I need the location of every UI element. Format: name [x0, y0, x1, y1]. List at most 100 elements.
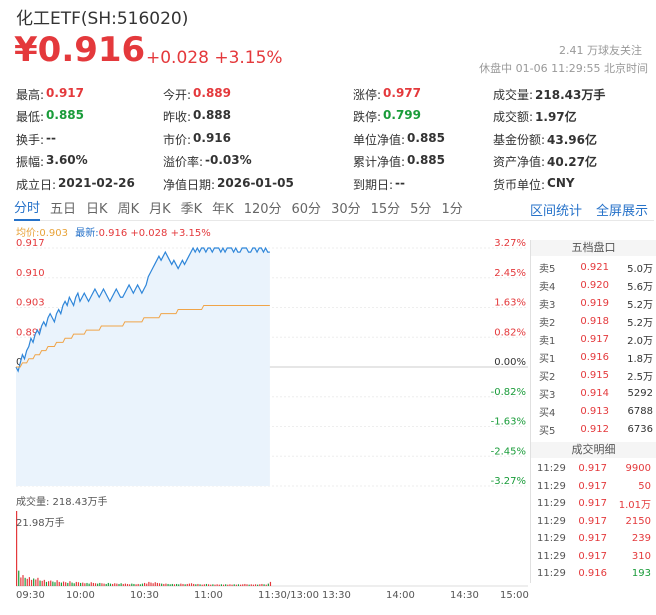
stat-value: 0.889	[193, 85, 232, 100]
trade-volume: 310	[631, 550, 651, 562]
tab-12[interactable]: 1分	[441, 201, 463, 217]
volume-bar	[75, 581, 77, 586]
volume-bar	[137, 583, 139, 586]
orderbook-row: 买1 0.916 1.8万	[531, 348, 656, 366]
pct-tick-label: 3.27%	[494, 238, 526, 249]
orderbook-price: 0.921	[580, 261, 609, 273]
stat-value: 0.799	[383, 108, 422, 123]
volume-bar	[214, 584, 216, 586]
orderbook-price: 0.913	[580, 405, 609, 417]
stats-row: 最高: 0.917 今开: 0.889 涨停: 0.977 成交量: 218.43万手	[16, 83, 656, 106]
orderbook-volume: 6788	[627, 405, 653, 417]
volume-bar	[54, 582, 56, 586]
volume-bar	[58, 581, 60, 586]
stat-label: 到期日:	[353, 177, 394, 192]
orderbook-title: 五档盘口	[531, 240, 656, 256]
orderbook-row: 买4 0.913 6788	[531, 402, 656, 420]
trade-volume: 193	[631, 568, 651, 580]
stat-label: 净值日期:	[163, 177, 216, 192]
stat-cell: 最高: 0.917	[16, 86, 163, 103]
volume-bar	[163, 583, 165, 586]
x-tick-label: 09:30	[16, 590, 45, 601]
orderbook-row: 买5 0.912 6736	[531, 420, 656, 438]
orderbook-volume: 5.2万	[627, 299, 653, 311]
pct-tick-label: 2.45%	[494, 268, 526, 279]
tab-2[interactable]: 日K	[86, 201, 108, 217]
volume-bar	[186, 583, 188, 586]
volume-bar	[88, 583, 90, 586]
tab-7[interactable]: 120分	[243, 201, 282, 217]
tab-8[interactable]: 60分	[291, 201, 322, 217]
stat-cell: 涨停: 0.977	[353, 86, 493, 103]
fullscreen-link[interactable]: 全屏展示	[595, 204, 648, 219]
orderbook-level: 卖3	[539, 299, 556, 311]
tab-4[interactable]: 月K	[149, 201, 171, 217]
volume-bar	[69, 581, 71, 586]
tab-11[interactable]: 5分	[410, 201, 432, 217]
orderbook-price: 0.919	[580, 297, 609, 309]
tab-10[interactable]: 15分	[370, 201, 401, 217]
volume-bar	[197, 583, 199, 586]
x-tick-label: 14:00	[386, 590, 415, 601]
pct-tick-label: -0.82%	[491, 387, 526, 398]
stat-label: 跌停:	[353, 110, 382, 125]
tab-3[interactable]: 周K	[117, 201, 140, 217]
orderbook-level: 卖4	[539, 281, 556, 293]
stat-cell: 今开: 0.889	[163, 86, 353, 103]
trade-row: 11:29 0.916 193	[531, 565, 656, 583]
x-tick-label: 11:00	[194, 590, 223, 601]
volume-bar	[154, 582, 156, 586]
trade-price: 0.917	[578, 480, 607, 492]
stat-label: 今开:	[163, 87, 192, 102]
orderbook-price: 0.914	[580, 387, 609, 399]
stat-cell: 跌停: 0.799	[353, 108, 493, 125]
trade-volume: 9900	[625, 463, 651, 475]
stats-row: 换手: -- 市价: 0.916 单位净值: 0.885 基金份额: 43.96亿	[16, 128, 656, 151]
tab-0[interactable]: 分时	[14, 197, 41, 221]
volume-bar	[205, 583, 208, 586]
x-tick-label: 10:00	[66, 590, 95, 601]
current-price: ¥0.916	[14, 30, 146, 70]
stat-cell: 净值日期: 2026-01-05	[163, 176, 353, 193]
trade-row: 11:29 0.917 239	[531, 530, 656, 548]
volume-bar	[16, 511, 18, 586]
volume-bar	[165, 583, 167, 586]
tab-1[interactable]: 五日	[50, 201, 77, 217]
stat-value: 0.888	[193, 108, 232, 123]
volume-bar	[86, 582, 88, 586]
volume-bar	[105, 583, 107, 586]
volume-bar	[250, 584, 252, 586]
pct-tick-label: -2.45%	[491, 446, 526, 457]
volume-bar	[176, 583, 178, 586]
volume-bar	[263, 584, 265, 586]
volume-bar	[161, 583, 163, 586]
volume-bar	[109, 583, 112, 586]
volume-label: 成交量: 218.43万手	[16, 497, 108, 508]
orderbook-level: 买5	[539, 425, 556, 437]
stat-cell: 资产净值: 40.27亿	[493, 153, 653, 170]
trade-time: 11:29	[537, 515, 566, 527]
price-line	[15, 246, 270, 373]
stat-label: 换手:	[16, 132, 45, 147]
tab-9[interactable]: 30分	[331, 201, 361, 217]
tab-5[interactable]: 季K	[180, 201, 203, 217]
followers-count[interactable]: 2.41 万球友关注	[559, 44, 642, 57]
stat-label: 涨停:	[353, 87, 382, 102]
x-tick-label: 10:30	[130, 590, 159, 601]
chart-tabs: 分时 五日 日K 周K 月K 季K 年K 120分 60分 30分 15分 5分 1分 区间统计 全屏展示	[14, 197, 654, 221]
volume-bar	[37, 577, 39, 586]
orderbook-price: 0.917	[580, 333, 609, 345]
stat-label: 成交额:	[493, 110, 534, 125]
orderbook-volume: 1.8万	[627, 353, 653, 365]
volume-bar	[203, 584, 205, 586]
range-stats-link[interactable]: 区间统计	[529, 204, 582, 219]
y-tick-label: 0.910	[16, 268, 45, 279]
volume-bar	[222, 584, 225, 586]
tab-6[interactable]: 年K	[212, 201, 234, 217]
stat-value: 218.43万手	[535, 87, 606, 102]
stat-value: 1.97亿	[535, 110, 577, 125]
intraday-chart[interactable]: 0.917 3.27% 0.910 2.45% 0.903 1.63% 0.895 0.82%…	[0, 236, 530, 606]
orderbook-volume: 5.0万	[627, 263, 653, 275]
x-tick-label: 14:30	[450, 590, 479, 601]
volume-bar	[199, 584, 201, 586]
